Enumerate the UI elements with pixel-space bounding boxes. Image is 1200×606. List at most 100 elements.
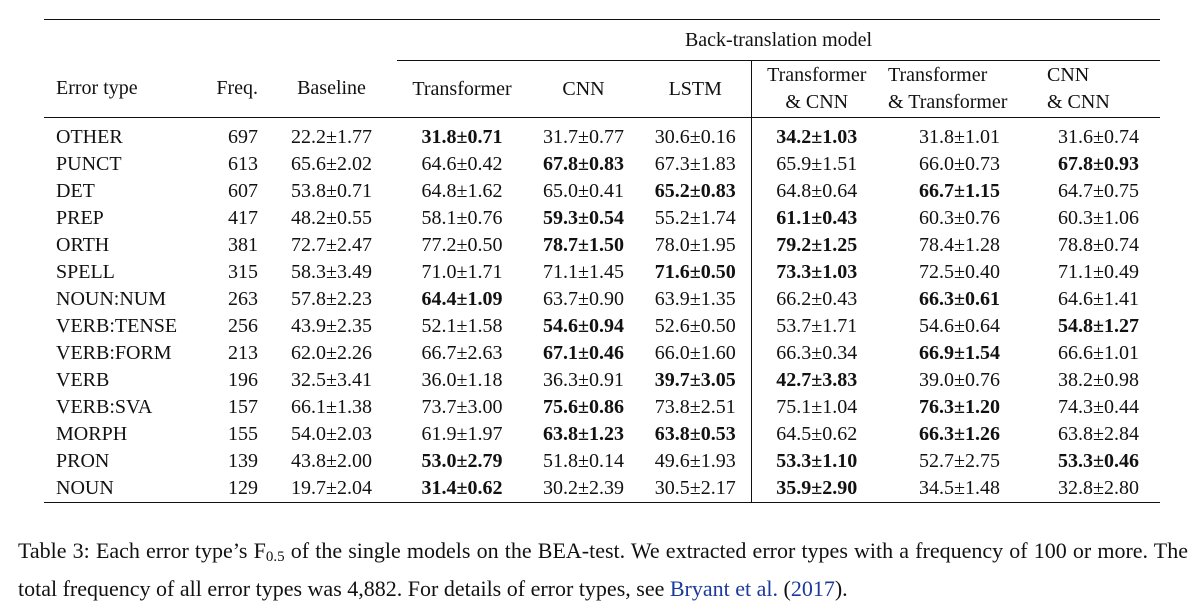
- column-header-2: Baseline: [266, 61, 397, 118]
- table-row: VERB 196 32.5±3.41 36.0±1.18 36.3±0.91 39.7±3…: [44, 367, 1160, 394]
- score-cell: 53.0±2.79: [421, 450, 503, 472]
- column-header-line1: Freq.: [216, 77, 258, 100]
- column-header-line2: & Transformer: [888, 91, 1008, 113]
- score-cell: 60.3±0.76: [919, 207, 1000, 229]
- frequency-cell: 613: [228, 153, 258, 175]
- score-cell: 78.0±1.95: [654, 234, 736, 256]
- score-cell: 63.7±0.90: [543, 288, 624, 310]
- score-cell: 54.6±0.64: [919, 315, 1000, 337]
- frequency-cell: 263: [228, 288, 258, 310]
- error-type-cell: MORPH: [56, 423, 128, 445]
- baseline-cell: 22.2±1.77: [291, 126, 372, 148]
- score-cell: 77.2±0.50: [421, 234, 503, 256]
- column-header-line1: CNN: [562, 77, 605, 100]
- score-cell: 31.8±0.71: [421, 126, 503, 148]
- score-cell: 31.4±0.62: [397, 475, 527, 503]
- score-cell: 52.1±1.58: [421, 315, 503, 337]
- score-cell: 75.6±0.86: [543, 396, 624, 418]
- table-row: PREP 417 48.2±0.55 58.1±0.76 59.3±0.54 55.2±1…: [44, 205, 1160, 232]
- table-row: OTHER 697 22.2±1.77 31.8±0.71 31.7±0.77 30.6±…: [44, 117, 1160, 151]
- score-cell: 59.3±0.54: [543, 207, 624, 229]
- score-cell: 30.6±0.16: [654, 126, 736, 148]
- caption-text-end: ).: [834, 576, 848, 601]
- error-type-cell: ORTH: [56, 234, 110, 256]
- column-header-row: Error type Freq. Baseline Transformer CNN LST…: [44, 60, 1161, 118]
- score-cell: 52.6±0.50: [654, 315, 736, 337]
- column-header-7: Transformer & Transformer: [882, 61, 1037, 118]
- score-cell: 71.1±1.45: [543, 261, 624, 283]
- score-cell: 66.3±0.61: [919, 288, 1000, 310]
- baseline-cell: 65.6±2.02: [291, 153, 372, 175]
- score-cell: 66.9±1.54: [919, 342, 1000, 364]
- score-cell: 38.2±0.98: [1058, 369, 1140, 391]
- baseline-cell: 72.7±2.47: [291, 234, 372, 256]
- citation-link-year[interactable]: 2017: [790, 576, 835, 601]
- score-cell: 53.7±1.71: [750, 313, 882, 340]
- table-row: PRON 139 43.8±2.00 53.0±2.79 51.8±0.14 49.6±1…: [44, 448, 1160, 475]
- score-cell: 61.9±1.97: [421, 423, 503, 445]
- error-type-cell: VERB: [56, 369, 110, 391]
- score-cell: 73.3±1.03: [750, 259, 882, 286]
- score-cell: 66.6±1.01: [1058, 342, 1140, 364]
- score-cell: 64.6±0.42: [421, 153, 503, 175]
- table-caption: Table 3: Each error type’s F0.5 of the s…: [18, 535, 1188, 604]
- score-cell: 71.0±1.71: [421, 261, 503, 283]
- table-row: MORPH 155 54.0±2.03 61.9±1.97 63.8±1.23 63.8±…: [44, 421, 1160, 448]
- score-cell: 67.8±0.83: [543, 153, 624, 175]
- table-row: VERB:FORM 213 62.0±2.26 66.7±2.63 67.1±0.46 6…: [44, 340, 1160, 367]
- table-row: DET 607 53.8±0.71 64.8±1.62 65.0±0.41 65.2±0.…: [44, 178, 1160, 205]
- score-cell: 36.3±0.91: [543, 369, 624, 391]
- score-cell: 36.0±1.18: [421, 369, 503, 391]
- table-row: VERB:TENSE 256 43.9±2.35 52.1±1.58 54.6±0.94…: [44, 313, 1160, 340]
- error-type-cell: VERB:FORM: [56, 342, 172, 364]
- score-cell: 63.8±1.23: [543, 423, 624, 445]
- score-cell: 64.6±1.41: [1058, 288, 1140, 310]
- results-table-container: Back-translation model Error type Freq. Ba…: [44, 19, 1161, 503]
- error-type-cell: NOUN: [44, 475, 194, 503]
- error-type-cell: NOUN:NUM: [56, 288, 166, 310]
- score-cell: 78.7±1.50: [543, 234, 624, 256]
- score-cell: 53.3±0.46: [1058, 450, 1140, 472]
- error-type-cell: PRON: [56, 450, 110, 472]
- column-header-4: CNN: [527, 61, 640, 118]
- score-cell: 63.8±2.84: [1058, 423, 1140, 445]
- frequency-cell: 129: [194, 475, 266, 503]
- baseline-cell: 43.8±2.00: [291, 450, 372, 472]
- score-cell: 64.8±0.64: [750, 178, 882, 205]
- score-cell: 63.9±1.35: [654, 288, 736, 310]
- score-cell: 66.0±0.73: [919, 153, 1000, 175]
- frequency-cell: 139: [228, 450, 258, 472]
- table-row: NOUN 129 19.7±2.04 31.4±0.62 30.2±2.39 30.5±2…: [44, 475, 1161, 503]
- frequency-cell: 315: [228, 261, 258, 283]
- column-header-line1: Transformer: [767, 64, 867, 86]
- error-type-cell: VERB:SVA: [56, 396, 153, 418]
- column-header-0: Error type: [44, 61, 194, 118]
- frequency-cell: 157: [228, 396, 258, 418]
- score-cell: 67.3±1.83: [654, 153, 736, 175]
- score-cell: 78.4±1.28: [919, 234, 1000, 256]
- table-row: PUNCT 613 65.6±2.02 64.6±0.42 67.8±0.83 67.3±…: [44, 151, 1160, 178]
- table-row: SPELL 315 58.3±3.49 71.0±1.71 71.1±1.45 71.6±…: [44, 259, 1160, 286]
- score-cell: 64.4±1.09: [421, 288, 503, 310]
- score-cell: 53.3±1.10: [750, 448, 882, 475]
- baseline-cell: 66.1±1.38: [291, 396, 372, 418]
- caption-text-before: Table 3: Each error type’s F: [18, 538, 266, 563]
- score-cell: 64.7±0.75: [1058, 180, 1140, 202]
- score-cell: 55.2±1.74: [654, 207, 736, 229]
- score-cell: 74.3±0.44: [1058, 396, 1140, 418]
- score-cell: 61.1±0.43: [750, 205, 882, 232]
- baseline-cell: 53.8±0.71: [291, 180, 372, 202]
- frequency-cell: 196: [228, 369, 258, 391]
- score-cell: 66.3±0.34: [750, 340, 882, 367]
- citation-link-authors[interactable]: Bryant et al.: [669, 576, 778, 601]
- frequency-cell: 417: [228, 207, 258, 229]
- score-cell: 39.0±0.76: [919, 369, 1000, 391]
- column-header-line1: Transformer: [888, 64, 988, 86]
- score-cell: 31.6±0.74: [1058, 126, 1140, 148]
- score-cell: 54.8±1.27: [1058, 315, 1140, 337]
- score-cell: 31.8±1.01: [919, 126, 1000, 148]
- score-cell: 71.1±0.49: [1058, 261, 1140, 283]
- baseline-cell: 19.7±2.04: [266, 475, 397, 503]
- column-header-line1: Baseline: [297, 77, 366, 100]
- baseline-cell: 62.0±2.26: [291, 342, 372, 364]
